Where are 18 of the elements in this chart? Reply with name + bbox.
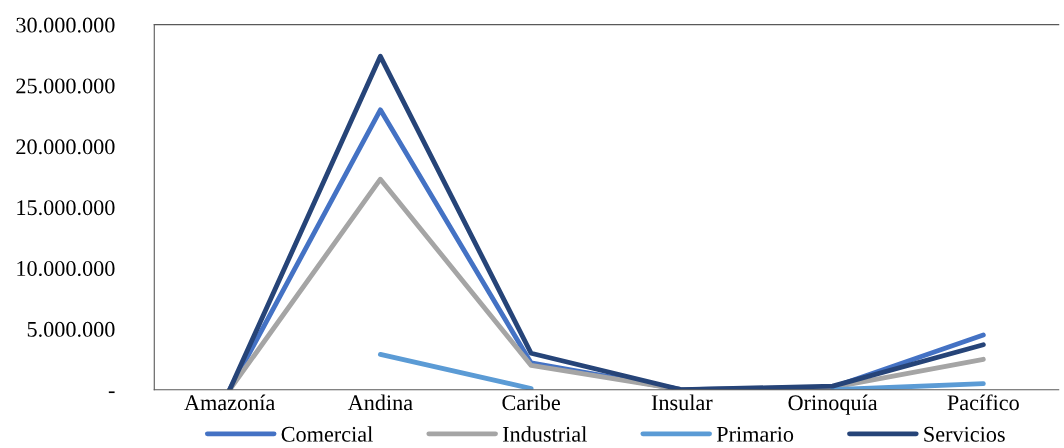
x-tick-label: Andina [347,394,413,411]
x-tick-label: Insular [651,394,713,411]
line-series [227,53,986,390]
y-tick-label: 10.000.000 [17,260,115,277]
x-tick-label: Amazonía [184,394,275,411]
x-tick-label: Pacífico [947,394,1019,411]
legend-label: Servicios [924,426,1005,442]
y-tick-label: - [108,391,115,394]
legend-label: Primario [716,426,794,442]
legend-label: Comercial [281,426,373,442]
y-tick-label: 5.000.000 [27,321,115,337]
y-tick-label: 15.000.000 [17,200,115,216]
y-tick-label: 30.000.000 [16,17,115,33]
y-tick-label: 20.000.000 [16,139,115,155]
x-tick-label: Caribe [502,394,560,411]
y-tick-label: 25.000.000 [16,78,115,94]
x-tick-label: Orinoquía [788,394,878,415]
legend-label: Industrial [502,426,587,442]
